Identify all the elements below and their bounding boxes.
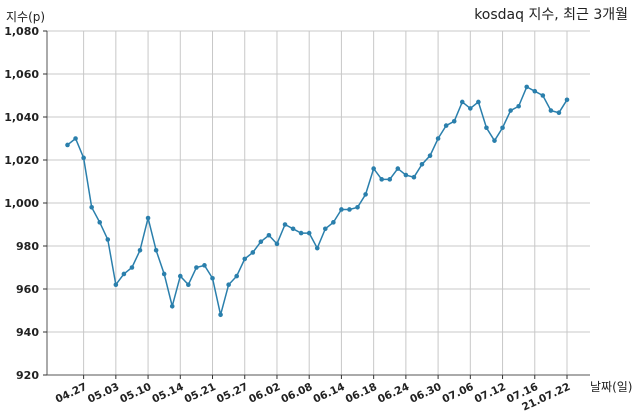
data-point bbox=[476, 99, 481, 105]
data-point bbox=[298, 230, 304, 236]
data-point bbox=[121, 271, 127, 277]
data-point bbox=[363, 192, 368, 197]
data-point bbox=[210, 275, 215, 281]
data-point bbox=[186, 282, 191, 288]
y-tick-label: 1,020 bbox=[4, 154, 39, 167]
data-point bbox=[290, 226, 296, 232]
data-point bbox=[524, 84, 530, 90]
y-tick-label: 1,060 bbox=[4, 68, 39, 81]
data-point bbox=[331, 220, 336, 225]
data-point bbox=[500, 125, 505, 131]
y-tick-label: 1,080 bbox=[4, 25, 39, 38]
data-point bbox=[403, 172, 409, 178]
data-point bbox=[89, 205, 94, 210]
data-point bbox=[81, 155, 86, 161]
data-point bbox=[266, 232, 272, 238]
data-point bbox=[387, 177, 393, 182]
series-path bbox=[67, 85, 568, 315]
data-point bbox=[427, 153, 433, 158]
data-point bbox=[532, 88, 538, 94]
data-point bbox=[314, 245, 320, 251]
x-tick-label: 05.10 bbox=[118, 381, 153, 406]
data-point bbox=[65, 142, 70, 148]
x-tick-label: 06.24 bbox=[376, 381, 411, 406]
x-tick-label: 05.21 bbox=[183, 381, 218, 406]
x-tick-label: 04.27 bbox=[54, 381, 89, 406]
x-axis-label: 날짜(일) bbox=[590, 380, 633, 394]
data-point bbox=[105, 237, 111, 242]
y-tick-label: 960 bbox=[16, 283, 39, 296]
x-tick-label: 06.08 bbox=[279, 381, 314, 406]
data-point bbox=[129, 265, 135, 270]
y-tick-label: 920 bbox=[16, 369, 39, 382]
data-point bbox=[218, 312, 223, 318]
data-point bbox=[492, 138, 497, 143]
data-point bbox=[137, 248, 143, 253]
data-point bbox=[411, 174, 417, 180]
data-point bbox=[459, 99, 465, 105]
x-tick-label: 06.02 bbox=[247, 381, 282, 406]
data-point bbox=[379, 177, 385, 182]
data-point bbox=[443, 123, 449, 128]
data-point bbox=[250, 250, 256, 255]
data-point bbox=[113, 282, 119, 288]
data-point bbox=[548, 108, 554, 113]
x-tick-label: 07.06 bbox=[440, 381, 475, 406]
data-point bbox=[355, 205, 360, 210]
data-point bbox=[153, 248, 159, 253]
data-point bbox=[508, 108, 513, 113]
data-point bbox=[73, 136, 78, 141]
x-tick-label: 06.30 bbox=[408, 381, 443, 406]
data-point bbox=[226, 282, 231, 288]
y-tick-label: 980 bbox=[16, 240, 39, 253]
data-point bbox=[419, 162, 425, 167]
x-tick-label: 06.18 bbox=[344, 381, 379, 406]
x-ticks: 04.2705.0305.1005.1405.2105.2706.0206.08… bbox=[54, 375, 572, 414]
y-tick-label: 1,000 bbox=[4, 197, 39, 210]
data-point bbox=[145, 215, 151, 221]
data-point bbox=[97, 220, 103, 225]
y-tick-label: 1,040 bbox=[4, 111, 39, 124]
x-tick-label: 05.03 bbox=[86, 381, 121, 406]
y-ticks: 1,080 1,060 1,040 1,020 1,000 980 960 940 920 bbox=[4, 25, 47, 382]
data-point bbox=[371, 166, 376, 171]
data-point bbox=[395, 166, 401, 171]
data-point bbox=[258, 239, 264, 244]
data-point bbox=[484, 125, 489, 131]
data-point bbox=[234, 273, 239, 279]
data-point bbox=[242, 256, 248, 262]
data-point bbox=[468, 106, 473, 111]
data-point bbox=[564, 97, 570, 103]
data-point bbox=[161, 271, 167, 277]
x-tick-label: 06.14 bbox=[312, 381, 347, 406]
data-point bbox=[435, 136, 441, 141]
data-point bbox=[556, 110, 562, 115]
x-tick-label: 05.27 bbox=[215, 381, 250, 406]
data-point bbox=[323, 226, 328, 232]
series-line bbox=[65, 84, 570, 318]
data-point bbox=[451, 119, 457, 124]
data-point bbox=[194, 265, 199, 270]
data-point bbox=[516, 103, 521, 109]
data-point bbox=[306, 230, 312, 236]
data-point bbox=[177, 273, 183, 279]
x-tick-label: 07.12 bbox=[473, 381, 508, 406]
data-point bbox=[169, 303, 175, 309]
y-axis-label: 지수(p) bbox=[6, 10, 46, 24]
grid bbox=[46, 30, 590, 376]
x-tick-label: 05.14 bbox=[150, 381, 185, 406]
chart-title: kosdaq 지수, 최근 3개월 bbox=[474, 7, 628, 23]
y-tick-label: 940 bbox=[16, 326, 39, 339]
data-point bbox=[339, 207, 344, 212]
data-point bbox=[274, 241, 280, 247]
data-point bbox=[347, 207, 352, 212]
data-point bbox=[202, 263, 207, 268]
data-point bbox=[540, 93, 546, 98]
data-point bbox=[282, 222, 288, 227]
